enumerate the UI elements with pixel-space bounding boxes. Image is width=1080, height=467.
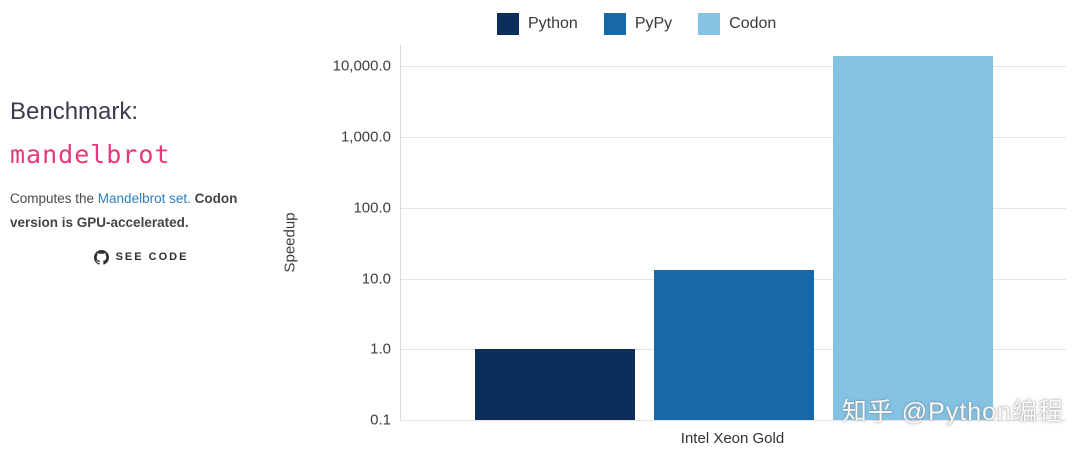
y-tick-label: 1,000.0 — [340, 128, 391, 146]
legend-label: Python — [528, 15, 578, 32]
description-text-prefix: Computes the — [10, 191, 98, 206]
watermark: 知乎 @Python编程 — [841, 398, 1064, 426]
description-bold-text: Codon version is GPU-accelerated. — [10, 191, 238, 231]
gridline — [401, 137, 1066, 139]
benchmark-description: Computes the Mandelbrot set. Codon versi… — [10, 187, 272, 236]
mandelbrot-set-link[interactable]: Mandelbrot set. — [97, 191, 191, 206]
y-tick-label: 0.1 — [370, 411, 391, 429]
y-tick-label: 10.0 — [361, 270, 391, 288]
y-axis-label: Speedup — [281, 212, 299, 273]
benchmark-name: mandelbrot — [10, 140, 171, 169]
legend-item-codon[interactable]: Codon — [698, 13, 776, 35]
legend-swatch — [497, 13, 519, 35]
y-tick-label: 100.0 — [353, 199, 391, 217]
legend-item-python[interactable]: Python — [497, 13, 578, 35]
chart-legend: Python PyPy Codon — [497, 13, 776, 35]
bar-pypy — [653, 270, 814, 420]
legend-label: Codon — [729, 15, 777, 32]
legend-swatch — [603, 13, 626, 35]
see-code-label: SEE CODE — [115, 251, 189, 264]
gridline — [401, 420, 1066, 421]
x-axis-tick-label: Intel Xeon Gold — [680, 430, 785, 447]
legend-swatch — [698, 13, 721, 35]
y-tick-label: 10,000.0 — [332, 57, 391, 75]
y-tick-label: 1.0 — [370, 340, 391, 358]
benchmark-info-panel: Benchmark: mandelbrot Computes the Mande… — [10, 98, 272, 265]
bar-python — [474, 349, 635, 420]
see-code-link[interactable]: SEE CODE — [10, 249, 272, 265]
github-icon — [93, 249, 109, 265]
benchmark-heading: Benchmark: — [10, 98, 139, 125]
bar-codon — [832, 55, 993, 420]
legend-label: PyPy — [634, 15, 673, 32]
legend-item-pypy[interactable]: PyPy — [603, 13, 673, 35]
plot-area: 10,000.0 1,000.0 100.0 10.0 1.0 0.1 — [333, 45, 1066, 429]
gridline — [401, 207, 1066, 209]
gridline — [401, 66, 1066, 68]
